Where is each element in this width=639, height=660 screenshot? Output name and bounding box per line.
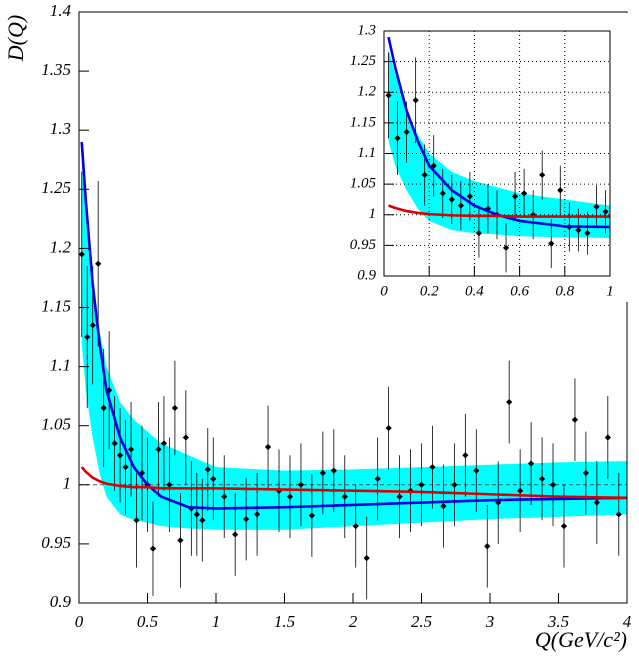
- data-point: [264, 443, 272, 451]
- x-axis-label: Q(GeV/c²): [535, 627, 627, 652]
- data-point: [286, 493, 294, 500]
- data-point: [182, 434, 189, 441]
- data-point: [429, 463, 436, 471]
- fit-curve: [80, 141, 627, 510]
- x-tick-label: 4: [623, 612, 632, 631]
- y-tick-label: 0.9: [50, 592, 72, 611]
- data-point: [517, 487, 524, 494]
- data-point: [95, 260, 102, 267]
- y-tick-label: 0.95: [41, 533, 71, 552]
- y-tick-label: 1.25: [41, 178, 71, 197]
- x-tick-label: 0.8: [555, 283, 574, 299]
- x-tick-label: 0: [380, 283, 388, 299]
- y-tick-label: 1: [63, 474, 72, 493]
- data-point: [385, 424, 392, 432]
- data-point: [297, 481, 305, 488]
- y-tick-label: 1.3: [357, 22, 376, 38]
- x-tick-label: 0.2: [420, 283, 439, 299]
- y-tick-label: 1.35: [41, 60, 71, 79]
- y-tick-label: 1.2: [357, 84, 376, 100]
- data-point: [319, 469, 326, 477]
- data-point: [527, 460, 535, 467]
- data-point: [440, 502, 447, 510]
- y-tick-label: 1.15: [350, 114, 377, 130]
- y-tick-label: 1.1: [357, 145, 376, 161]
- y-tick-label: 1.25: [350, 53, 377, 69]
- fit-curve: [388, 204, 610, 218]
- x-tick-label: 1: [606, 283, 614, 299]
- data-point: [560, 523, 568, 530]
- y-tick-label: 0.9: [357, 267, 376, 283]
- data-point: [506, 398, 513, 406]
- data-point: [79, 251, 85, 258]
- data-point: [571, 416, 579, 423]
- data-point: [396, 493, 403, 500]
- y-tick-label: 1.05: [41, 415, 71, 434]
- y-tick-label: 1.2: [50, 237, 72, 256]
- fit-curve: [80, 466, 627, 500]
- plot-area: [384, 31, 610, 276]
- data-point: [149, 545, 157, 552]
- x-tick-label: 0: [75, 612, 84, 631]
- x-tick-label: 1: [212, 612, 221, 631]
- data-point: [549, 481, 557, 488]
- x-tick-label: 2.5: [411, 612, 432, 631]
- data-point: [615, 511, 622, 518]
- y-tick-label: 1.4: [50, 1, 72, 20]
- error-band: [388, 49, 610, 239]
- data-point: [473, 467, 480, 474]
- data-point: [374, 475, 381, 483]
- x-tick-label: 0.6: [510, 283, 529, 299]
- x-tick-label: 1.5: [274, 612, 295, 631]
- data-point: [604, 434, 611, 441]
- y-tick-label: 1.1: [50, 356, 71, 375]
- y-tick-label: 1.05: [350, 176, 377, 192]
- data-point: [232, 531, 239, 538]
- x-tick-label: 0.4: [465, 283, 484, 299]
- fit-curve: [387, 36, 610, 229]
- x-tick-label: 3.5: [547, 612, 569, 631]
- data-point: [155, 446, 162, 453]
- y-tick-label: 1: [369, 206, 377, 222]
- data-point: [451, 481, 458, 488]
- data-point: [177, 537, 184, 544]
- inset-background: [339, 13, 629, 302]
- data-point: [330, 467, 337, 474]
- y-tick-label: 1.15: [41, 296, 71, 315]
- y-tick-label: 0.95: [350, 237, 377, 253]
- data-point: [418, 481, 425, 488]
- data-point: [462, 452, 469, 459]
- data-point: [193, 511, 200, 518]
- data-point: [363, 554, 370, 562]
- data-point: [341, 493, 348, 500]
- data-point: [484, 543, 491, 550]
- y-tick-label: 1.3: [50, 119, 71, 138]
- x-tick-label: 3: [485, 612, 495, 631]
- data-point: [171, 404, 179, 412]
- x-tick-label: 0.5: [137, 612, 158, 631]
- x-tick-label: 2: [349, 612, 358, 631]
- y-axis-label: D(Q): [3, 15, 28, 62]
